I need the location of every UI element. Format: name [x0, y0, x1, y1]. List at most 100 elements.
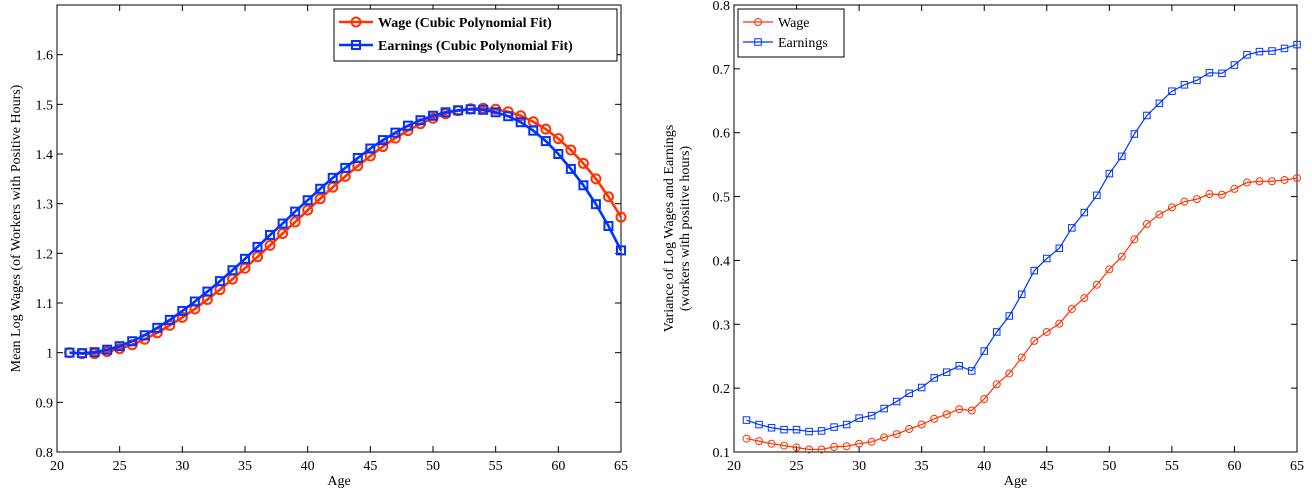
y-tick-label: 1.1: [36, 297, 54, 312]
series-2: [64, 104, 626, 359]
data-point: [528, 125, 539, 136]
y-axis-label: Mean Log Wages (of Workers with Positive…: [9, 84, 24, 372]
data-point: [955, 405, 964, 414]
data-point: [1043, 254, 1051, 263]
data-point: [942, 368, 951, 376]
x-tick-label: 65: [1290, 459, 1304, 474]
legend-label: Wage: [778, 16, 810, 31]
x-tick-label: 40: [977, 459, 991, 474]
y-tick-label: 1: [46, 347, 53, 362]
data-point: [1180, 197, 1189, 206]
data-point: [1105, 265, 1114, 274]
x-tick-label: 50: [426, 459, 440, 474]
data-point: [602, 191, 614, 203]
data-point: [1205, 68, 1214, 77]
chart-2: 20 25 30 35 40 45 50 55 60 65 0.1 0.2 0.3 0.4 0.5 0.6 0.…: [662, 0, 1304, 489]
data-point: [1280, 175, 1289, 184]
data-point: [440, 107, 451, 118]
data-point: [1018, 290, 1026, 299]
data-point: [992, 328, 1001, 336]
data-point: [453, 105, 464, 116]
data-point: [817, 427, 826, 435]
data-point: [615, 211, 627, 223]
data-point: [1055, 244, 1064, 253]
data-point: [1230, 61, 1239, 69]
data-point: [1130, 130, 1139, 138]
data-point: [465, 104, 476, 115]
data-point: [327, 172, 338, 183]
data-point: [590, 173, 602, 185]
legend-label: Earnings: [778, 36, 828, 51]
data-point: [565, 144, 577, 156]
x-tick-label: 60: [551, 459, 565, 474]
x-tick-label: 40: [301, 459, 315, 474]
data-point: [302, 195, 313, 206]
data-point: [402, 120, 413, 131]
x-tick-label: 20: [50, 459, 64, 474]
data-point: [892, 397, 901, 406]
data-point: [1117, 252, 1126, 261]
data-point: [1243, 51, 1251, 59]
series-line: [746, 44, 1298, 433]
data-point: [842, 420, 851, 429]
legend-marker: [754, 38, 762, 46]
data-point: [1242, 178, 1251, 187]
y-tick-label: 0.2: [713, 382, 731, 397]
data-point: [1268, 47, 1276, 55]
data-point: [1280, 44, 1289, 53]
data-point: [1267, 177, 1276, 186]
data-point: [1143, 111, 1151, 120]
data-point: [1155, 210, 1164, 219]
data-point: [290, 206, 301, 217]
data-point: [252, 251, 264, 263]
data-point: [967, 406, 976, 415]
data-point: [905, 425, 914, 434]
data-point: [264, 239, 276, 251]
data-point: [930, 414, 939, 423]
data-point: [1193, 76, 1201, 85]
data-point: [1205, 190, 1214, 199]
data-point: [1218, 69, 1226, 78]
series-1: [742, 174, 1301, 454]
data-point: [1293, 40, 1301, 49]
x-tick-label: 35: [238, 459, 252, 474]
data-point: [1092, 280, 1101, 289]
x-tick-label: 20: [727, 459, 741, 474]
data-point: [77, 348, 88, 359]
data-point: [89, 347, 100, 358]
data-point: [590, 199, 601, 210]
data-point: [227, 265, 238, 276]
x-tick-label: 45: [1040, 459, 1054, 474]
data-point: [792, 425, 801, 434]
data-point: [302, 204, 314, 216]
y-tick-label: 1.2: [36, 247, 54, 262]
y-tick-label: 0.4: [713, 254, 731, 269]
data-point: [855, 414, 863, 422]
x-tick-label: 25: [790, 459, 804, 474]
data-point: [917, 420, 926, 429]
legend-marker: [351, 40, 361, 50]
data-point: [867, 437, 876, 446]
x-tick-label: 30: [175, 459, 189, 474]
data-point: [805, 427, 813, 436]
data-point: [277, 218, 288, 229]
data-point: [755, 420, 763, 429]
y-tick-label: 0.6: [713, 127, 731, 142]
chart-1: 20 25 30 35 40 45 50 55 60 65 0.8 0.9 1 1.1 1.2 1.3 1.4 1…: [9, 4, 628, 489]
data-point: [428, 110, 438, 121]
data-point: [1030, 266, 1039, 275]
legend-box: [333, 8, 618, 62]
data-point: [1167, 203, 1176, 212]
data-point: [992, 380, 1001, 389]
data-point: [540, 136, 551, 147]
data-point: [1042, 327, 1051, 336]
y-tick-label: 0.3: [713, 318, 731, 333]
data-point: [64, 347, 75, 358]
data-point: [553, 149, 564, 159]
series-2: [742, 40, 1301, 436]
data-point: [980, 347, 988, 355]
data-point: [164, 314, 175, 325]
data-point: [830, 423, 838, 431]
data-point: [1068, 224, 1076, 232]
y-tick-label: 1.6: [36, 49, 54, 64]
